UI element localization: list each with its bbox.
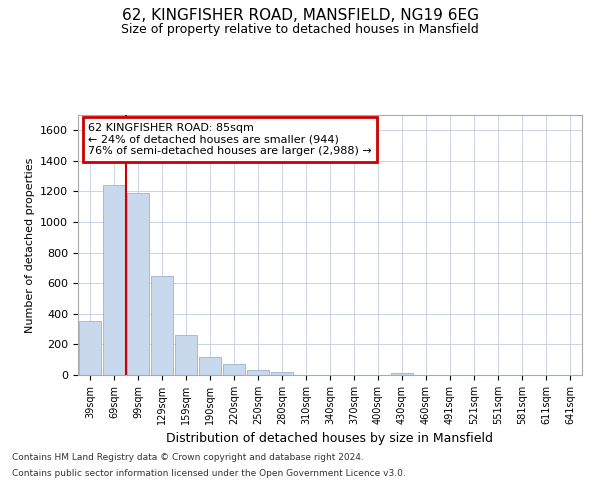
Bar: [247, 370, 269, 375]
Y-axis label: Number of detached properties: Number of detached properties: [25, 158, 35, 332]
Bar: [223, 364, 245, 375]
Bar: [391, 372, 413, 375]
Bar: [199, 356, 221, 375]
Text: Contains public sector information licensed under the Open Government Licence v3: Contains public sector information licen…: [12, 468, 406, 477]
Bar: [103, 186, 125, 375]
Text: Contains HM Land Registry data © Crown copyright and database right 2024.: Contains HM Land Registry data © Crown c…: [12, 454, 364, 462]
X-axis label: Distribution of detached houses by size in Mansfield: Distribution of detached houses by size …: [167, 432, 493, 446]
Bar: [151, 276, 173, 375]
Bar: [127, 193, 149, 375]
Text: Size of property relative to detached houses in Mansfield: Size of property relative to detached ho…: [121, 22, 479, 36]
Text: 62 KINGFISHER ROAD: 85sqm
← 24% of detached houses are smaller (944)
76% of semi: 62 KINGFISHER ROAD: 85sqm ← 24% of detac…: [88, 123, 372, 156]
Bar: [79, 320, 101, 375]
Bar: [175, 335, 197, 375]
Bar: [271, 372, 293, 375]
Text: 62, KINGFISHER ROAD, MANSFIELD, NG19 6EG: 62, KINGFISHER ROAD, MANSFIELD, NG19 6EG: [121, 8, 479, 22]
